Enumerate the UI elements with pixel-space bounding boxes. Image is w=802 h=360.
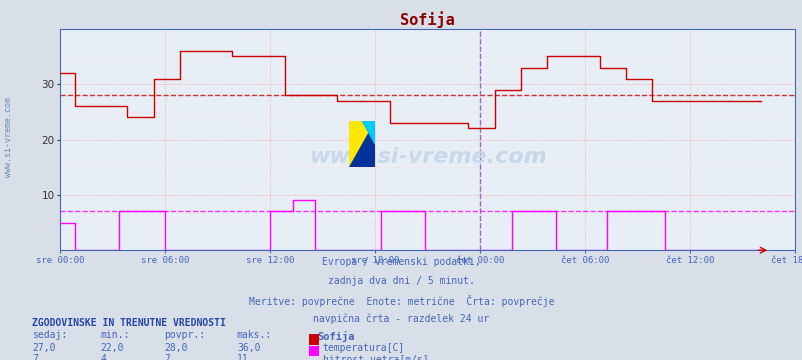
Title: Sofija: Sofija — [399, 11, 455, 28]
Text: 22,0: 22,0 — [100, 343, 124, 353]
Text: Meritve: povprečne  Enote: metrične  Črta: povprečje: Meritve: povprečne Enote: metrične Črta:… — [249, 295, 553, 307]
Polygon shape — [349, 121, 375, 167]
Text: www.si-vreme.com: www.si-vreme.com — [308, 147, 546, 167]
Text: navpična črta - razdelek 24 ur: navpična črta - razdelek 24 ur — [313, 314, 489, 324]
Text: min.:: min.: — [100, 330, 130, 341]
Text: 11: 11 — [237, 354, 249, 360]
Text: zadnja dva dni / 5 minut.: zadnja dva dni / 5 minut. — [328, 276, 474, 286]
Text: 28,0: 28,0 — [164, 343, 188, 353]
Text: hitrost vetra[m/s]: hitrost vetra[m/s] — [322, 354, 428, 360]
Polygon shape — [349, 121, 375, 167]
Text: 4: 4 — [100, 354, 106, 360]
Text: www.si-vreme.com: www.si-vreme.com — [3, 97, 13, 177]
Text: 7: 7 — [32, 354, 38, 360]
Text: maks.:: maks.: — [237, 330, 272, 341]
Text: 27,0: 27,0 — [32, 343, 55, 353]
Text: sedaj:: sedaj: — [32, 330, 67, 341]
Polygon shape — [362, 121, 375, 144]
Text: Sofija: Sofija — [317, 330, 354, 342]
Text: ZGODOVINSKE IN TRENUTNE VREDNOSTI: ZGODOVINSKE IN TRENUTNE VREDNOSTI — [32, 318, 225, 328]
Text: 36,0: 36,0 — [237, 343, 260, 353]
Text: povpr.:: povpr.: — [164, 330, 205, 341]
Text: 7: 7 — [164, 354, 170, 360]
Text: temperatura[C]: temperatura[C] — [322, 343, 404, 353]
Text: Evropa / vremenski podatki,: Evropa / vremenski podatki, — [322, 257, 480, 267]
